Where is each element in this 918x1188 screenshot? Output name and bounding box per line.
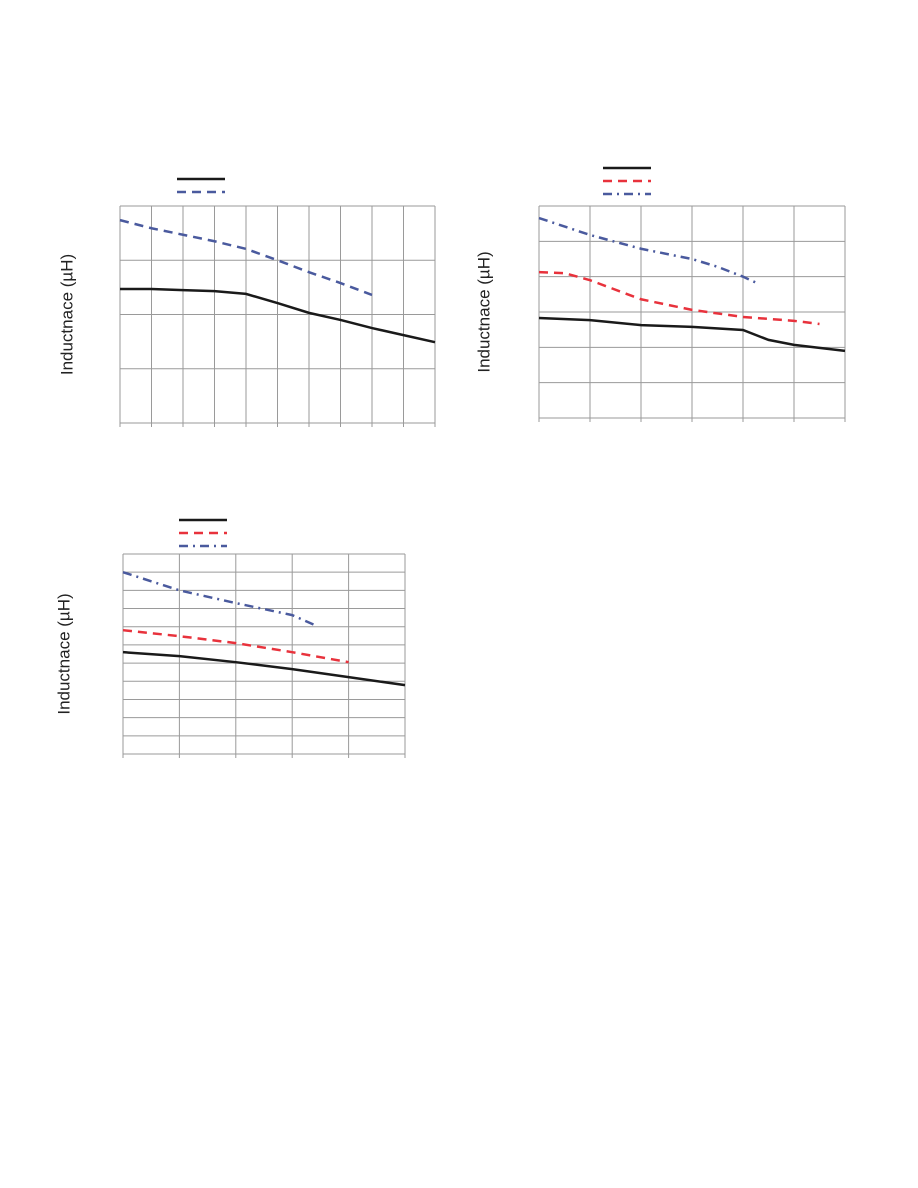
data-line — [122, 570, 316, 627]
data-line — [120, 287, 436, 344]
data-line — [538, 270, 820, 326]
data-line — [538, 316, 846, 353]
data-line — [122, 628, 349, 664]
chart: Inductnace (µH) — [474, 166, 846, 422]
y-axis-label: Inductnace (µH) — [474, 251, 493, 372]
chart: Inductnace (µH) — [54, 518, 406, 758]
data-line — [538, 216, 759, 285]
y-axis-label: Inductnace (µH) — [54, 593, 73, 714]
y-axis-label: Inductnace (µH) — [57, 254, 76, 375]
data-line — [122, 650, 406, 687]
data-line — [119, 218, 373, 297]
chart: Inductnace (µH) — [57, 177, 436, 427]
